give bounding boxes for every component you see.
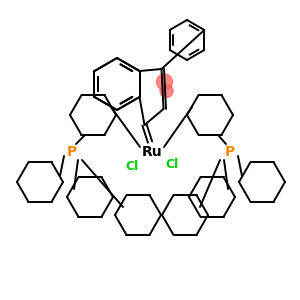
Text: P: P <box>67 145 77 159</box>
Text: Cl: Cl <box>125 160 139 172</box>
Text: Ru: Ru <box>142 145 162 159</box>
Text: P: P <box>225 145 235 159</box>
Text: Cl: Cl <box>165 158 178 170</box>
Circle shape <box>160 85 173 98</box>
Circle shape <box>157 74 172 90</box>
